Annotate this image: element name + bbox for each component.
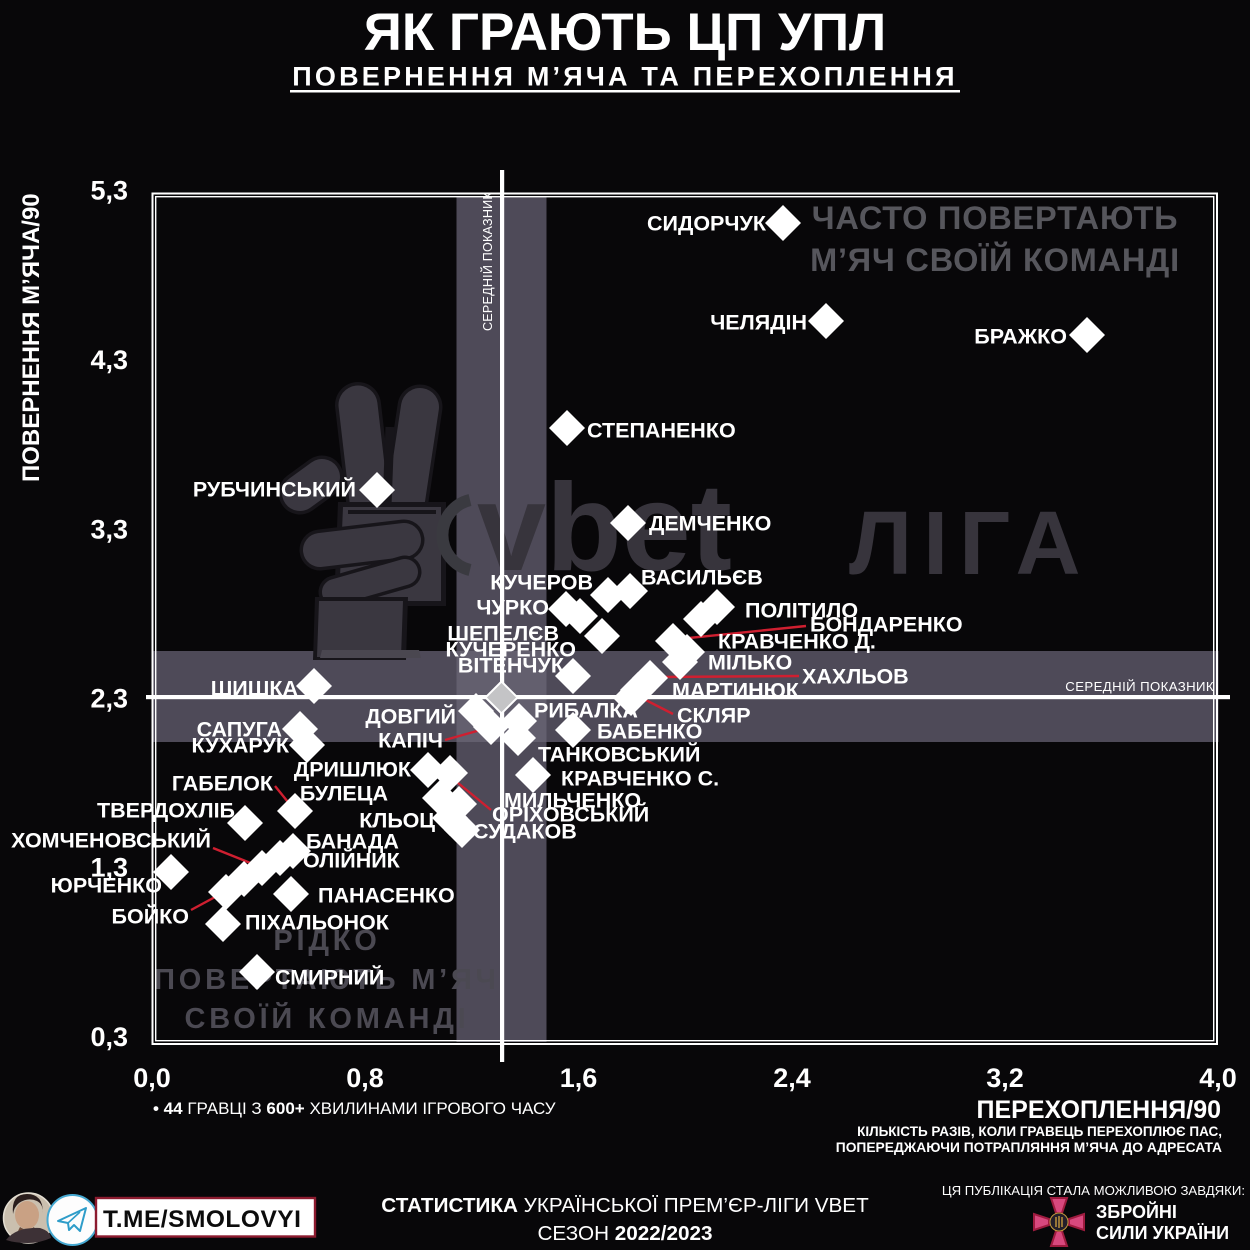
svg-text:1,6: 1,6 [560, 1063, 598, 1093]
svg-text:1,3: 1,3 [90, 853, 128, 883]
svg-text:ЦЯ ПУБЛІКАЦІЯ СТАЛА МОЖЛИВОЮ З: ЦЯ ПУБЛІКАЦІЯ СТАЛА МОЖЛИВОЮ ЗАВДЯКИ: [942, 1183, 1245, 1198]
svg-text:КІЛЬКІСТЬ РАЗІВ, КОЛИ ГРАВЕЦЬ: КІЛЬКІСТЬ РАЗІВ, КОЛИ ГРАВЕЦЬ ПЕРЕХОПЛЮЄ… [857, 1124, 1222, 1139]
svg-text:4,0: 4,0 [1199, 1063, 1237, 1093]
svg-text:КРАВЧЕНКО С.: КРАВЧЕНКО С. [561, 767, 719, 791]
svg-text:ОРІХОВСЬКИЙ: ОРІХОВСЬКИЙ [492, 802, 649, 827]
svg-text:РУБЧИНСЬКИЙ: РУБЧИНСЬКИЙ [193, 477, 356, 502]
svg-text:МАРТИНЮК: МАРТИНЮК [672, 679, 800, 703]
svg-text:4,3: 4,3 [90, 345, 128, 375]
svg-text:ЮРЧЕНКО: ЮРЧЕНКО [51, 874, 162, 898]
svg-text:СМИРНИЙ: СМИРНИЙ [275, 965, 384, 990]
svg-text:ШЕПЕЛЄВ: ШЕПЕЛЄВ [447, 622, 559, 646]
svg-text:ШИШКА: ШИШКА [211, 677, 298, 701]
svg-text:СЕЗОН 2022/2023: СЕЗОН 2022/2023 [537, 1222, 712, 1245]
svg-text:0,0: 0,0 [133, 1063, 171, 1093]
svg-text:КРАВЧЕНКО Д.: КРАВЧЕНКО Д. [718, 630, 876, 654]
svg-text:МІЛЬКО: МІЛЬКО [708, 651, 792, 675]
svg-text:vbet: vbet [477, 459, 732, 597]
svg-text:ОЛІЙНИК: ОЛІЙНИК [303, 848, 401, 873]
svg-text:СТАТИСТИКА УКРАЇНСЬКОЇ ПРЕМ’ЄР: СТАТИСТИКА УКРАЇНСЬКОЇ ПРЕМ’ЄР-ЛІГИ VBET [381, 1194, 869, 1217]
svg-text:СЕРЕДНІЙ ПОКАЗНИК: СЕРЕДНІЙ ПОКАЗНИК [1065, 679, 1214, 694]
svg-text:ПЕРЕХОПЛЕННЯ/90: ПЕРЕХОПЛЕННЯ/90 [977, 1096, 1221, 1124]
svg-text:СИЛИ УКРАЇНИ: СИЛИ УКРАЇНИ [1096, 1223, 1229, 1243]
svg-text:М’ЯЧ СВОЇЙ КОМАНДІ: М’ЯЧ СВОЇЙ КОМАНДІ [810, 240, 1180, 278]
svg-text:0,8: 0,8 [346, 1063, 384, 1093]
svg-text:КАПІЧ: КАПІЧ [378, 729, 443, 753]
svg-text:ПОПЕРЕДЖАЮЧИ ПОТРАПЛЯННЯ М’ЯЧА: ПОПЕРЕДЖАЮЧИ ПОТРАПЛЯННЯ М’ЯЧА ДО АДРЕСА… [836, 1140, 1222, 1155]
svg-text:ЗБРОЙНІ: ЗБРОЙНІ [1096, 1201, 1177, 1222]
svg-text:3,2: 3,2 [986, 1063, 1024, 1093]
svg-text:КУЧЕРЕНКО: КУЧЕРЕНКО [445, 638, 576, 662]
svg-text:ЧЕЛЯДІН: ЧЕЛЯДІН [710, 311, 807, 335]
svg-text:КУХАРУК: КУХАРУК [192, 734, 290, 758]
svg-text:СКЛЯР: СКЛЯР [677, 704, 751, 728]
svg-text:ХАХЛЬОВ: ХАХЛЬОВ [802, 665, 909, 689]
svg-text:БУЛЕЦА: БУЛЕЦА [300, 782, 388, 806]
svg-text:3,3: 3,3 [90, 514, 128, 544]
svg-text:2,3: 2,3 [90, 684, 128, 714]
svg-text:0,3: 0,3 [90, 1022, 128, 1052]
svg-text:ЯК ГРАЮТЬ ЦП УПЛ: ЯК ГРАЮТЬ ЦП УПЛ [364, 3, 887, 62]
svg-text:СЕРЕДНІЙ ПОКАЗНИК: СЕРЕДНІЙ ПОКАЗНИК [480, 192, 495, 331]
svg-text:ТВЕРДОХЛІБ: ТВЕРДОХЛІБ [97, 799, 235, 823]
svg-text:КЛЬОЦ: КЛЬОЦ [359, 809, 435, 833]
svg-text:ДРИШЛЮК: ДРИШЛЮК [294, 758, 412, 782]
svg-text:ПІХАЛЬОНОК: ПІХАЛЬОНОК [245, 911, 390, 935]
svg-text:ПОВЕРТАЮТЬ М’ЯЧ: ПОВЕРТАЮТЬ М’ЯЧ [154, 964, 500, 996]
svg-text:БРАЖКО: БРАЖКО [974, 325, 1067, 349]
svg-text:ДЕМЧЕНКО: ДЕМЧЕНКО [649, 512, 771, 536]
svg-text:БОНДАРЕНКО: БОНДАРЕНКО [810, 613, 963, 637]
svg-text:РИБАЛКА: РИБАЛКА [534, 699, 638, 723]
svg-text:ЧАСТО ПОВЕРТАЮТЬ: ЧАСТО ПОВЕРТАЮТЬ [812, 200, 1179, 236]
svg-text:ПАНАСЕНКО: ПАНАСЕНКО [318, 884, 455, 908]
svg-text:ХОМЧЕНОВСЬКИЙ: ХОМЧЕНОВСЬКИЙ [11, 828, 211, 853]
svg-text:ПОЛІТИЛО: ПОЛІТИЛО [745, 599, 858, 623]
svg-text:ЛІГА: ЛІГА [849, 494, 1092, 594]
svg-text:БАБЕНКО: БАБЕНКО [597, 720, 702, 744]
svg-text:ЧУРКО: ЧУРКО [476, 596, 549, 620]
svg-text:ВАСИЛЬЄВ: ВАСИЛЬЄВ [641, 566, 763, 590]
svg-text:ТАНКОВСЬКИЙ: ТАНКОВСЬКИЙ [538, 742, 700, 767]
svg-text:СУДАКОВ: СУДАКОВ [473, 820, 577, 844]
svg-text:ВІТЕНЧУК: ВІТЕНЧУК [458, 654, 565, 678]
svg-text:БОЙКО: БОЙКО [112, 904, 189, 929]
svg-text:• 44 ГРАВЦІ З 600+ ХВИЛИНАМИ І: • 44 ГРАВЦІ З 600+ ХВИЛИНАМИ ІГРОВОГО ЧА… [153, 1099, 556, 1118]
svg-text:МИЛЬЧЕНКО: МИЛЬЧЕНКО [504, 789, 641, 813]
svg-text:ДОВГИЙ: ДОВГИЙ [365, 704, 456, 729]
svg-text:ПОВЕРНЕННЯ М’ЯЧА ТА ПЕРЕХОПЛЕН: ПОВЕРНЕННЯ М’ЯЧА ТА ПЕРЕХОПЛЕННЯ [292, 62, 957, 92]
svg-text:КУЧЕРОВ: КУЧЕРОВ [490, 571, 593, 595]
svg-text:5,3: 5,3 [90, 176, 128, 206]
svg-text:2,4: 2,4 [773, 1063, 811, 1093]
svg-text:T.ME/SMOLOVYI: T.ME/SMOLOVYI [103, 1206, 301, 1233]
svg-text:ПОВЕРНЕННЯ М’ЯЧА/90: ПОВЕРНЕННЯ М’ЯЧА/90 [18, 193, 45, 482]
svg-text:БАНАДА: БАНАДА [306, 830, 399, 854]
svg-text:САПУГА: САПУГА [197, 718, 282, 742]
svg-text:СТЕПАНЕНКО: СТЕПАНЕНКО [587, 419, 736, 443]
svg-text:СВОЇЙ КОМАНДІ: СВОЇЙ КОМАНДІ [184, 1001, 469, 1035]
svg-text:РІДКО: РІДКО [273, 925, 380, 957]
svg-text:ГАБЕЛОК: ГАБЕЛОК [172, 772, 274, 796]
svg-text:СИДОРЧУК: СИДОРЧУК [647, 212, 767, 236]
